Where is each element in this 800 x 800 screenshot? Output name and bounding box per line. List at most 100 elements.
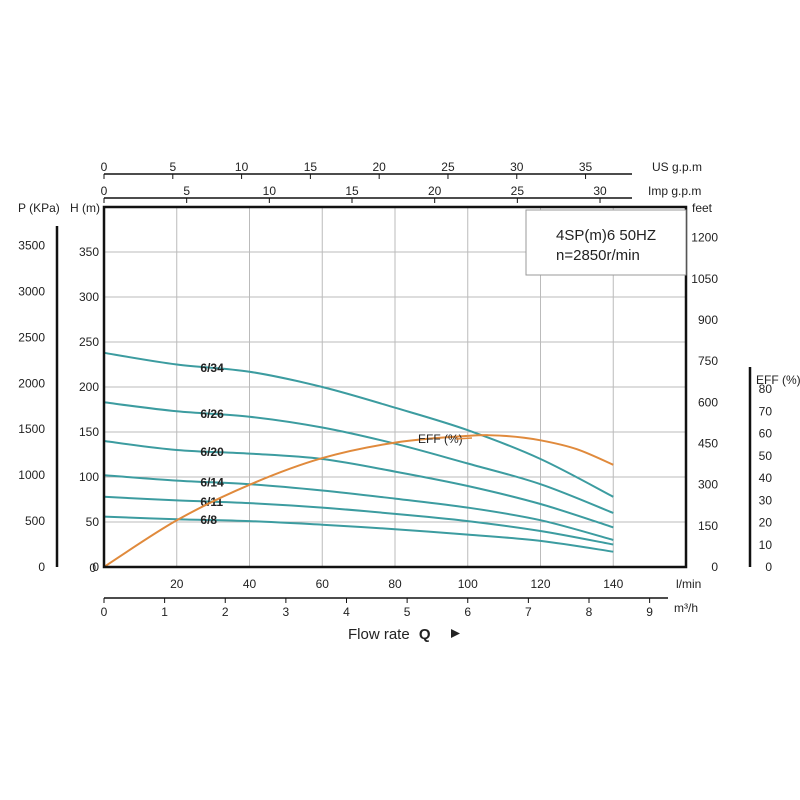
m3h-tick-label: 5 bbox=[404, 605, 411, 619]
impgpm-tick-label: 5 bbox=[183, 184, 190, 198]
svg-text:Flow rate Q: Flow rate Q bbox=[348, 626, 431, 643]
lpm-tick-label: 140 bbox=[603, 577, 623, 591]
m3h-tick-label: 4 bbox=[343, 605, 350, 619]
eff-tick-label: 40 bbox=[759, 471, 773, 485]
head-tick-label: 150 bbox=[79, 425, 99, 439]
lpm-tick-label: 60 bbox=[316, 577, 330, 591]
info-model-text: 4SP(m)6 50HZ bbox=[556, 227, 656, 244]
m3h-tick-label: 8 bbox=[586, 605, 593, 619]
feet-tick-label: 1050 bbox=[691, 272, 718, 286]
pressure-tick-label: 2000 bbox=[18, 376, 45, 390]
feet-tick-label: 150 bbox=[698, 519, 718, 533]
m3h-tick-label: 0 bbox=[101, 605, 108, 619]
curve-label: 6/14 bbox=[200, 475, 224, 489]
info-speed-text: n=2850r/min bbox=[556, 247, 640, 264]
eff-tick-label: 20 bbox=[759, 516, 773, 530]
pressure-tick-label: 500 bbox=[25, 514, 45, 528]
head-curve-6-14 bbox=[103, 474, 614, 541]
usgpm-tick-label: 15 bbox=[304, 160, 318, 174]
head-curves: 6/346/266/206/146/116/8 bbox=[103, 351, 614, 553]
plot-frame bbox=[102, 205, 688, 569]
flow-rate-title: Flow rate Q bbox=[348, 626, 460, 643]
flow-rate-label: Flow rate bbox=[348, 626, 410, 643]
head-tick-label: 100 bbox=[79, 470, 99, 484]
info-box: 4SP(m)6 50HZ n=2850r/min bbox=[525, 209, 687, 276]
head-curve-6-26 bbox=[103, 401, 614, 514]
pressure-tick-label: 1000 bbox=[18, 468, 45, 482]
head-axis-unit: H (m) bbox=[70, 201, 100, 215]
arrow-right-icon bbox=[451, 629, 460, 638]
m3h-tick-label: 3 bbox=[283, 605, 290, 619]
flow-rate-symbol: Q bbox=[419, 626, 431, 643]
impgpm-tick-label: 20 bbox=[428, 184, 442, 198]
feet-tick-label: 900 bbox=[698, 313, 718, 327]
efficiency-curve-label: EFF (%) bbox=[418, 432, 463, 446]
feet-tick-label: 300 bbox=[698, 478, 718, 492]
head-tick-label: 350 bbox=[79, 245, 99, 259]
curve-label: 6/8 bbox=[200, 513, 217, 527]
head-tick-label: 200 bbox=[79, 380, 99, 394]
feet-tick-label: 450 bbox=[698, 437, 718, 451]
usgpm-axis-unit: US g.p.m bbox=[652, 160, 702, 174]
usgpm-tick-label: 25 bbox=[441, 160, 455, 174]
impgpm-tick-label: 30 bbox=[593, 184, 607, 198]
eff-tick-label: 60 bbox=[759, 427, 773, 441]
usgpm-tick-label: 0 bbox=[101, 160, 108, 174]
lpm-zero-label: 0 bbox=[89, 561, 96, 575]
head-curve-6-8 bbox=[103, 515, 614, 553]
curve-label: 6/34 bbox=[200, 361, 224, 375]
usgpm-tick-label: 5 bbox=[169, 160, 176, 174]
m3h-axis-unit: m³/h bbox=[674, 601, 698, 615]
head-curve-6-20 bbox=[103, 440, 614, 529]
pressure-axis-unit: P (KPa) bbox=[18, 201, 60, 215]
impgpm-tick-label: 0 bbox=[101, 184, 108, 198]
feet-tick-label: 750 bbox=[698, 354, 718, 368]
m3h-tick-label: 9 bbox=[646, 605, 653, 619]
impgpm-tick-label: 25 bbox=[511, 184, 525, 198]
head-curve-6-11 bbox=[103, 495, 614, 546]
lpm-tick-label: 100 bbox=[458, 577, 478, 591]
lpm-tick-label: 20 bbox=[170, 577, 184, 591]
eff-tick-label: 10 bbox=[759, 538, 773, 552]
lpm-axis-unit: l/min bbox=[676, 577, 701, 591]
feet-tick-label: 600 bbox=[698, 395, 718, 409]
pressure-tick-label: 0 bbox=[38, 560, 45, 574]
eff-tick-label: 30 bbox=[759, 493, 773, 507]
head-curve-6-34 bbox=[103, 351, 614, 498]
head-tick-label: 250 bbox=[79, 335, 99, 349]
eff-tick-label: 50 bbox=[759, 449, 773, 463]
impgpm-tick-label: 10 bbox=[263, 184, 277, 198]
usgpm-tick-label: 20 bbox=[372, 160, 386, 174]
impgpm-axis-unit: Imp g.p.m bbox=[648, 184, 701, 198]
pressure-tick-label: 1500 bbox=[18, 422, 45, 436]
curve-label: 6/20 bbox=[200, 445, 224, 459]
lpm-tick-label: 40 bbox=[243, 577, 257, 591]
m3h-tick-label: 1 bbox=[161, 605, 168, 619]
efficiency-label-leader bbox=[455, 437, 473, 440]
head-tick-label: 50 bbox=[86, 515, 100, 529]
eff-axis-unit: EFF (%) bbox=[756, 373, 800, 387]
axes bbox=[55, 173, 752, 603]
usgpm-tick-label: 30 bbox=[510, 160, 524, 174]
usgpm-tick-label: 35 bbox=[579, 160, 593, 174]
m3h-tick-label: 2 bbox=[222, 605, 229, 619]
head-tick-label: 300 bbox=[79, 290, 99, 304]
lpm-tick-label: 120 bbox=[530, 577, 550, 591]
usgpm-tick-label: 10 bbox=[235, 160, 249, 174]
feet-tick-label: 0 bbox=[711, 560, 718, 574]
eff-tick-label: 0 bbox=[765, 560, 772, 574]
eff-tick-label: 80 bbox=[759, 382, 773, 396]
head-tick-label: 0 bbox=[92, 560, 99, 574]
impgpm-tick-label: 15 bbox=[345, 184, 359, 198]
pressure-tick-label: 3500 bbox=[18, 239, 45, 253]
m3h-tick-label: 6 bbox=[464, 605, 471, 619]
efficiency-curve-group: EFF (%) bbox=[103, 432, 614, 568]
efficiency-curve bbox=[103, 434, 614, 568]
lpm-tick-label: 80 bbox=[388, 577, 402, 591]
m3h-tick-label: 7 bbox=[525, 605, 532, 619]
curve-label: 6/26 bbox=[200, 407, 224, 421]
feet-axis-unit: feet bbox=[692, 201, 713, 215]
feet-tick-label: 1200 bbox=[691, 231, 718, 245]
